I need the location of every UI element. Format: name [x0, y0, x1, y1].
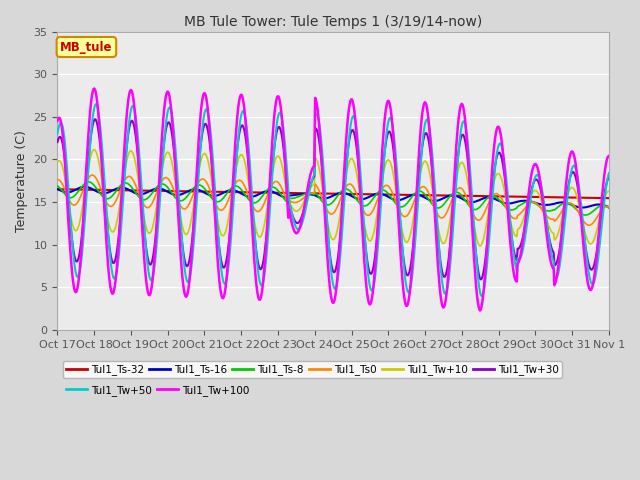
Legend: Tul1_Tw+50, Tul1_Tw+100: Tul1_Tw+50, Tul1_Tw+100 — [63, 382, 252, 399]
Title: MB Tule Tower: Tule Temps 1 (3/19/14-now): MB Tule Tower: Tule Temps 1 (3/19/14-now… — [184, 15, 483, 29]
Text: MB_tule: MB_tule — [60, 40, 113, 53]
Y-axis label: Temperature (C): Temperature (C) — [15, 130, 28, 232]
